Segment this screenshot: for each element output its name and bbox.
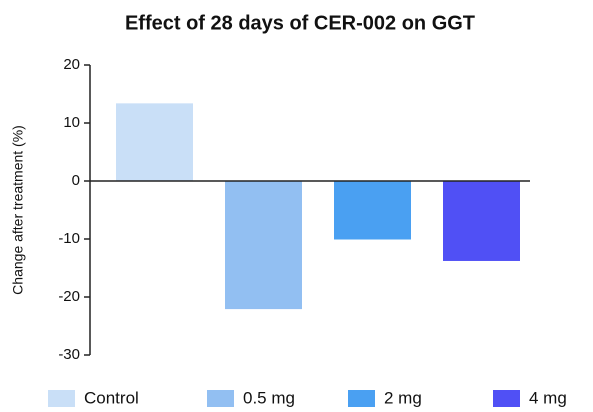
y-tick-label: -10 — [58, 230, 80, 247]
legend-swatch — [348, 390, 375, 407]
y-tick-label: -20 — [58, 288, 80, 305]
legend-label: 4 mg — [529, 388, 567, 407]
y-axis-label: Change after treatment (%) — [10, 125, 26, 295]
y-tick-label: 10 — [63, 114, 80, 131]
bar — [334, 180, 411, 240]
chart-title: Effect of 28 days of CER-002 on GGT — [125, 12, 475, 34]
legend-label: 0.5 mg — [243, 388, 295, 407]
legend-label: Control — [84, 388, 139, 407]
y-tick-label: 20 — [63, 56, 80, 73]
bar — [225, 180, 302, 310]
legend-swatch — [48, 390, 75, 407]
y-tick-label: 0 — [72, 172, 80, 189]
legend-swatch — [207, 390, 234, 407]
legend-label: 2 mg — [384, 388, 422, 407]
legend-swatch — [493, 390, 520, 407]
y-tick-label: -30 — [58, 346, 80, 363]
bar — [116, 103, 193, 182]
bar — [443, 180, 520, 261]
